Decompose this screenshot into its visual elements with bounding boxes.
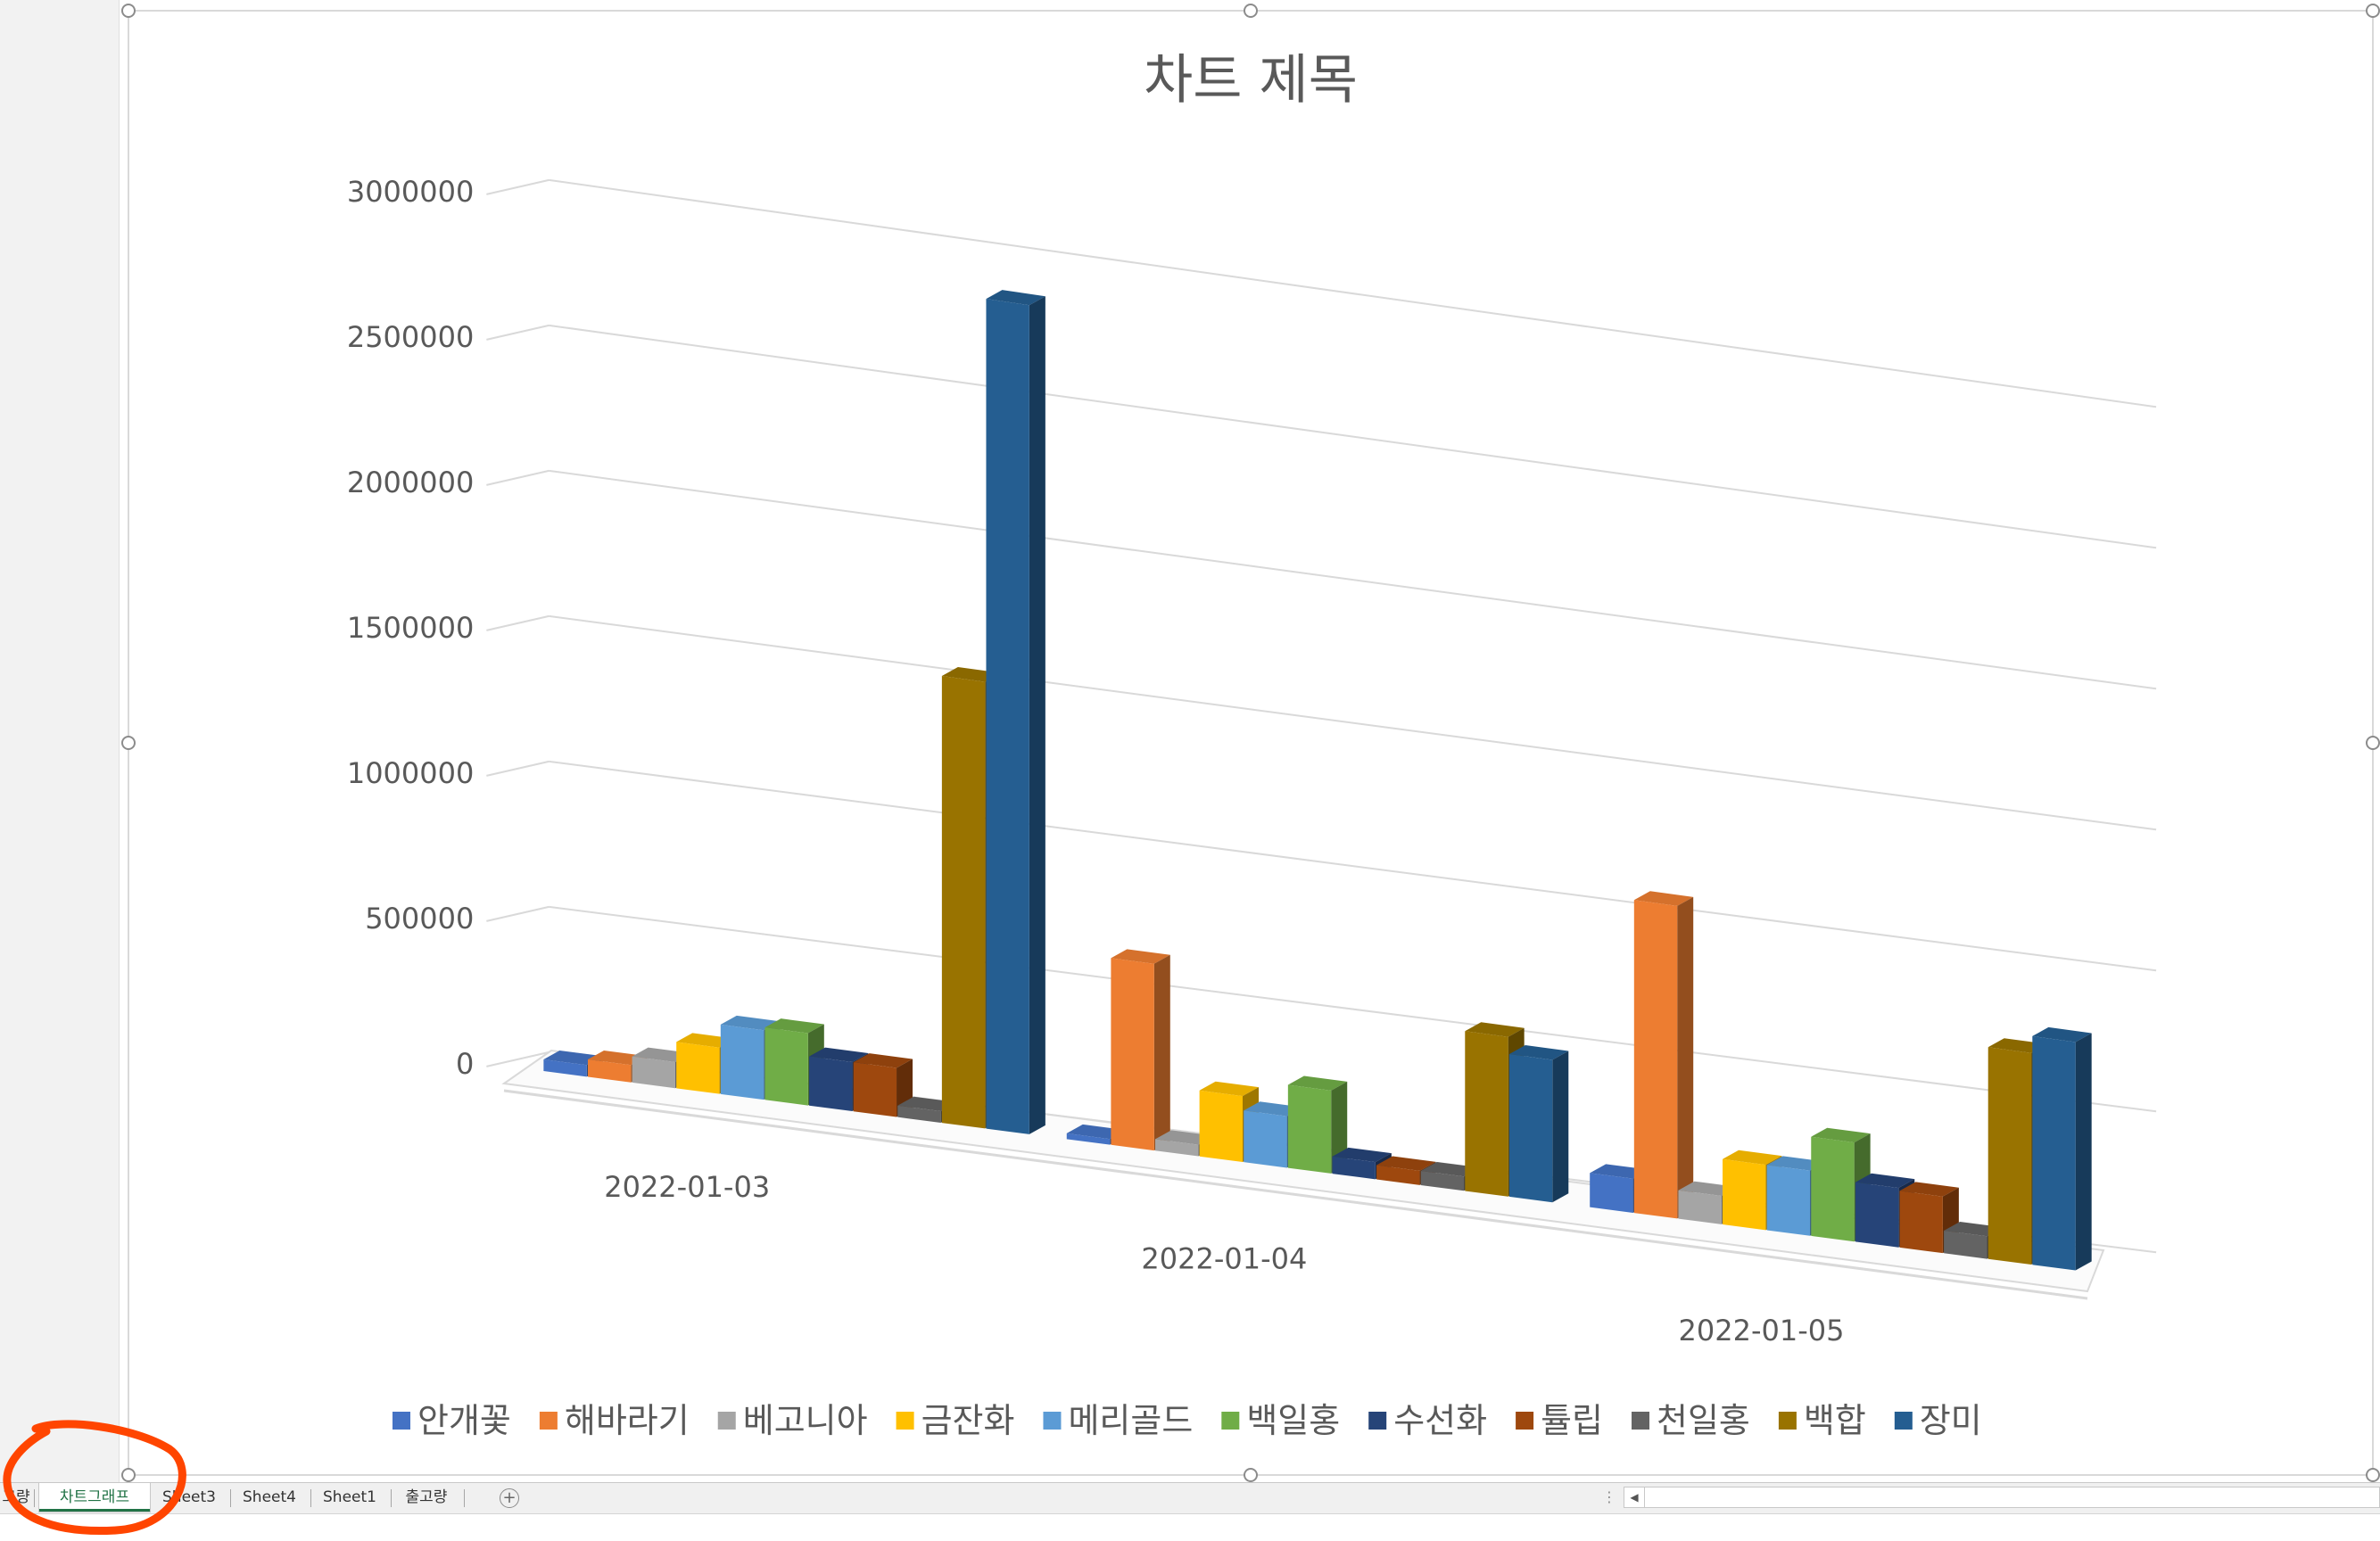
resize-handle[interactable] bbox=[121, 736, 136, 750]
y-tick-label: 1000000 bbox=[347, 756, 475, 790]
y-tick-label: 1500000 bbox=[347, 611, 475, 645]
legend-item[interactable]: 수선화 bbox=[1368, 1401, 1487, 1440]
y-tick-label: 2500000 bbox=[347, 320, 475, 354]
sheet-tab-partial[interactable]: 고량 bbox=[2, 1488, 30, 1506]
sheet-tab-chart[interactable]: 차트그래프 bbox=[39, 1483, 150, 1512]
row-header-area bbox=[0, 0, 120, 1482]
tab-separator bbox=[34, 1489, 35, 1507]
selection-handles[interactable] bbox=[121, 4, 2380, 1482]
tab-separator bbox=[464, 1489, 465, 1507]
y-axis-ticks: 0 500000 1000000 1500000 2000000 2500000 30000… bbox=[347, 175, 475, 1081]
sheet-tab-sheet4[interactable]: Sheet4 bbox=[243, 1488, 296, 1506]
bar[interactable] bbox=[853, 1053, 913, 1117]
legend-swatch bbox=[717, 1412, 736, 1430]
y-tick-label: 2000000 bbox=[347, 466, 475, 499]
x-category-label: 2022-01-04 bbox=[1141, 1241, 1307, 1275]
legend-label: 백일홍 bbox=[1246, 1401, 1340, 1440]
legend-swatch bbox=[1778, 1412, 1797, 1430]
legend-swatch bbox=[1632, 1412, 1650, 1430]
legend-item[interactable]: 해바라기 bbox=[539, 1401, 690, 1440]
x-category-label: 2022-01-03 bbox=[604, 1170, 770, 1204]
legend-label: 천일홍 bbox=[1657, 1401, 1750, 1440]
legend-label: 해바라기 bbox=[565, 1401, 690, 1440]
legend-item[interactable]: 금잔화 bbox=[896, 1401, 1015, 1440]
legend-item[interactable]: 백합 bbox=[1778, 1401, 1866, 1440]
resize-handle[interactable] bbox=[1244, 4, 1258, 18]
bars[interactable] bbox=[543, 290, 2092, 1271]
bar[interactable] bbox=[1508, 1045, 1569, 1203]
sheet-tab-bar: 고량 차트그래프 Sheet3 Sheet4 Sheet1 출고량 + ⋮ ◀ bbox=[0, 1482, 2380, 1514]
legend-swatch bbox=[1221, 1412, 1240, 1430]
horizontal-scrollbar[interactable]: ◀ bbox=[1624, 1487, 2380, 1508]
legend-label: 백합 bbox=[1804, 1401, 1866, 1440]
bar[interactable] bbox=[1899, 1182, 1959, 1254]
x-axis-labels: 2022-01-03 2022-01-04 2022-01-05 bbox=[604, 1170, 1844, 1347]
y-tick-label: 3000000 bbox=[347, 175, 475, 209]
legend-item[interactable]: 장미 bbox=[1894, 1401, 1982, 1440]
bar[interactable] bbox=[1633, 891, 1694, 1219]
legend-swatch bbox=[1516, 1412, 1534, 1430]
resize-handle[interactable] bbox=[2366, 1468, 2380, 1482]
sheet-tab-outbound[interactable]: 출고량 bbox=[405, 1488, 448, 1506]
resize-handle[interactable] bbox=[121, 4, 136, 18]
legend-item[interactable]: 베고니아 bbox=[717, 1401, 868, 1440]
splitter-grip-icon[interactable]: ⋮ bbox=[1602, 1488, 1616, 1505]
tab-separator bbox=[310, 1489, 311, 1507]
legend-label: 수선화 bbox=[1393, 1401, 1487, 1440]
legend-swatch bbox=[393, 1412, 410, 1430]
y-tick-label: 500000 bbox=[365, 902, 474, 935]
chart[interactable]: 차트 제목 0 500000 1000000 1500000 2000000 250000… bbox=[0, 0, 2380, 1482]
legend-label: 튤립 bbox=[1541, 1401, 1603, 1440]
legend-swatch bbox=[1043, 1412, 1062, 1430]
resize-handle[interactable] bbox=[2366, 736, 2380, 750]
gridlines bbox=[486, 178, 2157, 1254]
legend-swatch bbox=[539, 1412, 558, 1430]
sheet-tab-sheet1[interactable]: Sheet1 bbox=[323, 1488, 376, 1506]
legend-swatch bbox=[1368, 1412, 1387, 1430]
x-category-label: 2022-01-05 bbox=[1679, 1314, 1845, 1347]
resize-handle[interactable] bbox=[2366, 4, 2380, 18]
scroll-left-icon[interactable]: ◀ bbox=[1624, 1487, 1645, 1507]
add-sheet-icon[interactable]: + bbox=[500, 1488, 519, 1508]
sheet-tab-sheet3[interactable]: Sheet3 bbox=[162, 1488, 216, 1506]
legend-item[interactable]: 안개꽃 bbox=[393, 1401, 511, 1440]
legend-label: 베고니아 bbox=[743, 1401, 868, 1440]
legend-swatch bbox=[1894, 1412, 1913, 1430]
bar[interactable] bbox=[1111, 949, 1170, 1151]
legend-item[interactable]: 튤립 bbox=[1516, 1401, 1603, 1440]
tab-separator bbox=[230, 1489, 231, 1507]
legend-item[interactable]: 백일홍 bbox=[1221, 1401, 1340, 1440]
legend[interactable]: 안개꽃 해바라기 베고니아 금잔화 메리골드 백일홍 수선화 튤립 천일홍 백합 장미 bbox=[393, 1401, 1982, 1440]
legend-label: 장미 bbox=[1920, 1401, 1982, 1440]
legend-item[interactable]: 메리골드 bbox=[1043, 1401, 1193, 1440]
resize-handle[interactable] bbox=[121, 1468, 136, 1482]
legend-label: 안개꽃 bbox=[417, 1401, 511, 1440]
legend-swatch bbox=[896, 1412, 914, 1430]
legend-item[interactable]: 천일홍 bbox=[1632, 1401, 1750, 1440]
legend-label: 메리골드 bbox=[1068, 1401, 1193, 1440]
bar[interactable] bbox=[2032, 1026, 2092, 1271]
tab-separator bbox=[391, 1489, 392, 1507]
resize-handle[interactable] bbox=[1244, 1468, 1258, 1482]
bar[interactable] bbox=[986, 290, 1045, 1134]
legend-label: 금잔화 bbox=[921, 1401, 1015, 1440]
chart-title[interactable]: 차트 제목 bbox=[1144, 49, 1358, 111]
y-tick-label: 0 bbox=[456, 1047, 474, 1081]
